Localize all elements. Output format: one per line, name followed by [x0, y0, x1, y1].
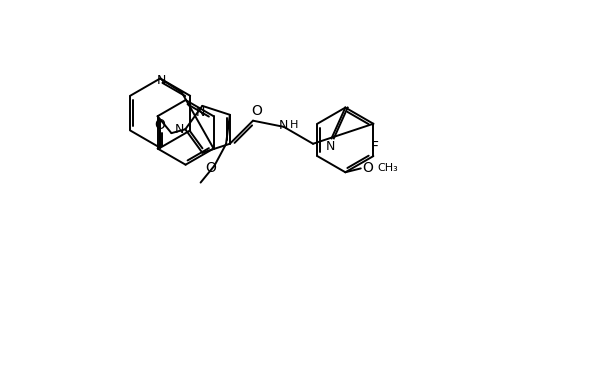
Text: F: F [371, 140, 379, 154]
Text: H: H [290, 120, 298, 130]
Text: CH₃: CH₃ [378, 163, 399, 174]
Text: N: N [326, 139, 335, 153]
Text: N: N [279, 119, 289, 132]
Text: N: N [157, 73, 166, 87]
Text: N: N [175, 123, 184, 136]
Text: O: O [362, 161, 373, 175]
Text: O: O [205, 161, 216, 175]
Text: N: N [196, 105, 205, 119]
Text: O: O [251, 104, 262, 118]
Text: O: O [155, 118, 165, 132]
